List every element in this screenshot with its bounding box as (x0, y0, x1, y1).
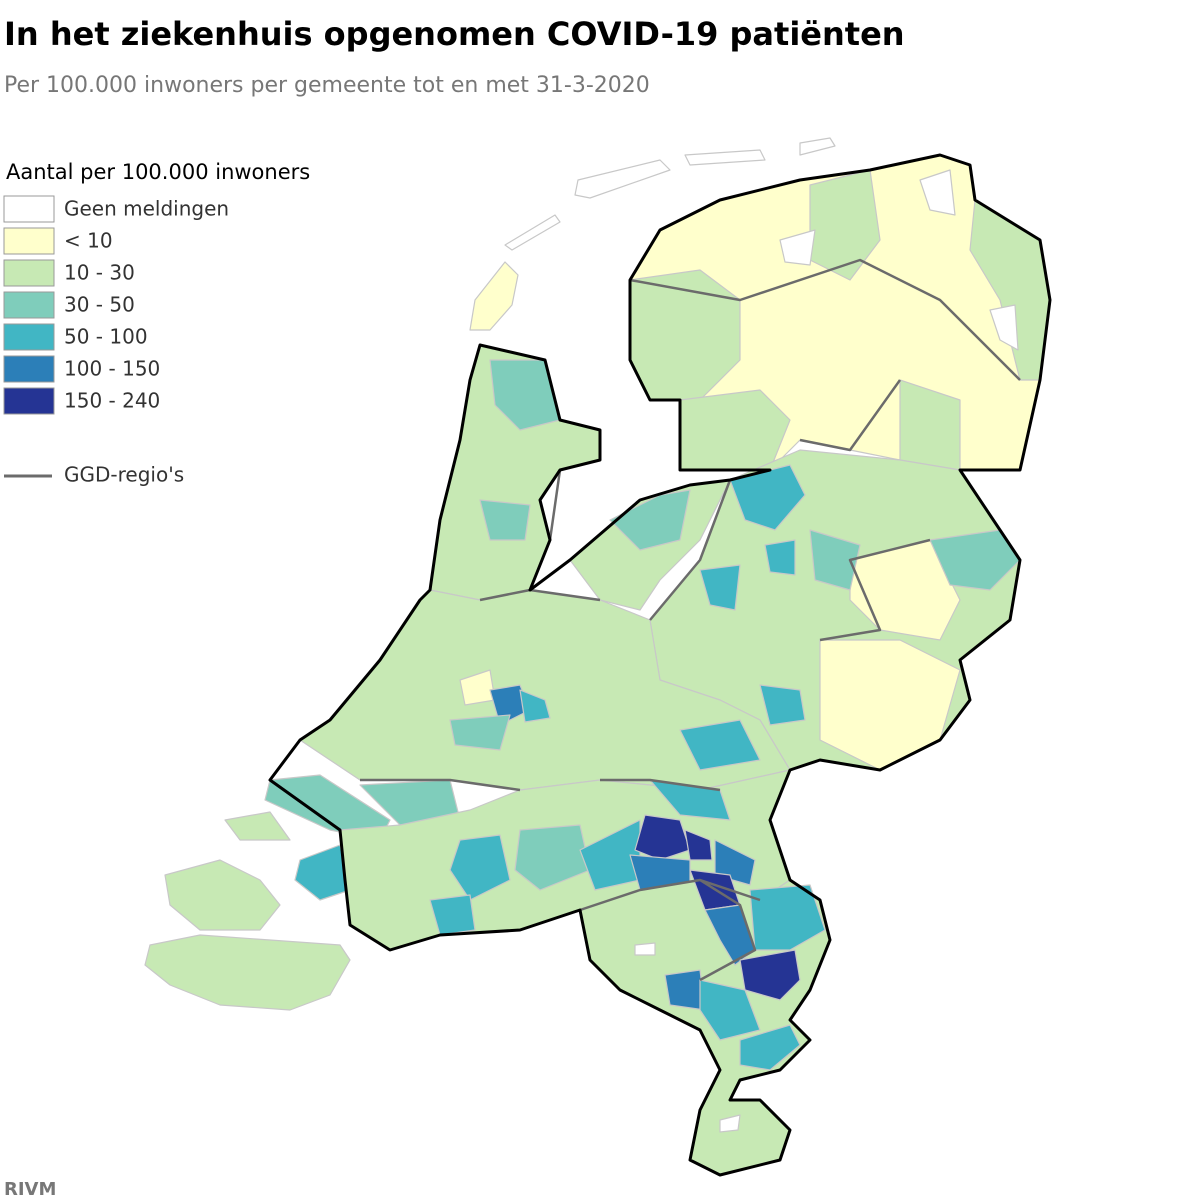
region (739, 1024, 801, 1071)
region (704, 904, 756, 966)
region (819, 639, 961, 771)
region (164, 859, 281, 931)
region (489, 359, 561, 431)
region (224, 811, 291, 841)
region (929, 529, 1021, 591)
region (504, 214, 561, 251)
region (719, 1114, 741, 1133)
region (684, 149, 766, 166)
region (989, 304, 1019, 351)
region (779, 229, 816, 266)
legend-title: Aantal per 100.000 inwoners (6, 160, 310, 184)
legend-label: 50 - 100 (64, 325, 148, 349)
title: In het ziekenhuis opgenomen COVID-19 pat… (4, 15, 905, 53)
legend-swatch (3, 227, 55, 255)
region (449, 714, 511, 751)
region (449, 834, 511, 901)
region (429, 894, 476, 936)
coastline (268, 153, 1052, 1177)
region (634, 814, 691, 861)
region (684, 829, 713, 861)
legend-label: 30 - 50 (64, 293, 135, 317)
region (664, 969, 706, 1011)
source: RIVM (4, 1179, 56, 1200)
legend-label: 10 - 30 (64, 261, 135, 285)
region (574, 159, 671, 199)
region (739, 949, 801, 1001)
region (294, 844, 351, 901)
region (519, 689, 551, 723)
region (759, 684, 806, 726)
map (144, 137, 1052, 1177)
region (809, 529, 861, 591)
legend-swatch (3, 387, 55, 415)
legend-label: 100 - 150 (64, 357, 160, 381)
legend: Geen meldingen < 10 10 - 30 30 - 50 50 - 100… (3, 195, 229, 415)
region (714, 839, 756, 886)
region (699, 564, 741, 611)
legend-swatch (3, 323, 55, 351)
region (609, 489, 691, 551)
region (764, 539, 796, 576)
legend-line-label: GGD-regio's (64, 463, 184, 487)
region (479, 499, 531, 541)
region (919, 169, 956, 216)
legend-label: Geen meldingen (64, 197, 229, 221)
legend-swatch (3, 195, 55, 223)
legend-label: 150 - 240 (64, 389, 160, 413)
subtitle: Per 100.000 inwoners per gemeente tot en… (4, 73, 650, 98)
legend-swatch (3, 259, 55, 287)
legend-swatch (3, 291, 55, 319)
region (799, 137, 836, 156)
legend-swatch (3, 355, 55, 383)
region (469, 261, 519, 331)
region (144, 934, 351, 1011)
region (729, 464, 806, 531)
legend-label: < 10 (64, 229, 113, 253)
region (634, 942, 656, 956)
region (699, 979, 761, 1041)
region (514, 824, 591, 891)
region (679, 719, 761, 771)
